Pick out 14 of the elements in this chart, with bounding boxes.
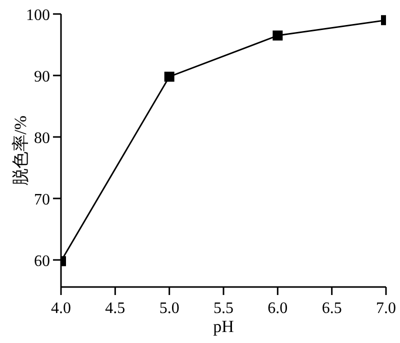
y-tick-label: 90: [34, 68, 50, 86]
y-tick-label: 100: [26, 7, 50, 24]
x-axis-title: pH: [213, 317, 234, 336]
y-tick-label: 80: [34, 130, 50, 147]
x-tick-label: 5.0: [159, 300, 180, 317]
y-tick-label: 70: [34, 191, 50, 208]
x-tick-label: 7.0: [376, 300, 396, 317]
x-tick-label: 6.5: [322, 300, 342, 317]
x-tick-label: 6.0: [268, 300, 288, 317]
x-tick-label: 5.5: [214, 300, 234, 317]
y-tick-label: 60: [34, 252, 50, 270]
y-axis-title: 脱色率/%: [11, 116, 30, 186]
x-tick-label: 4.0: [51, 300, 71, 317]
x-tick-label: 4.5: [105, 300, 126, 317]
